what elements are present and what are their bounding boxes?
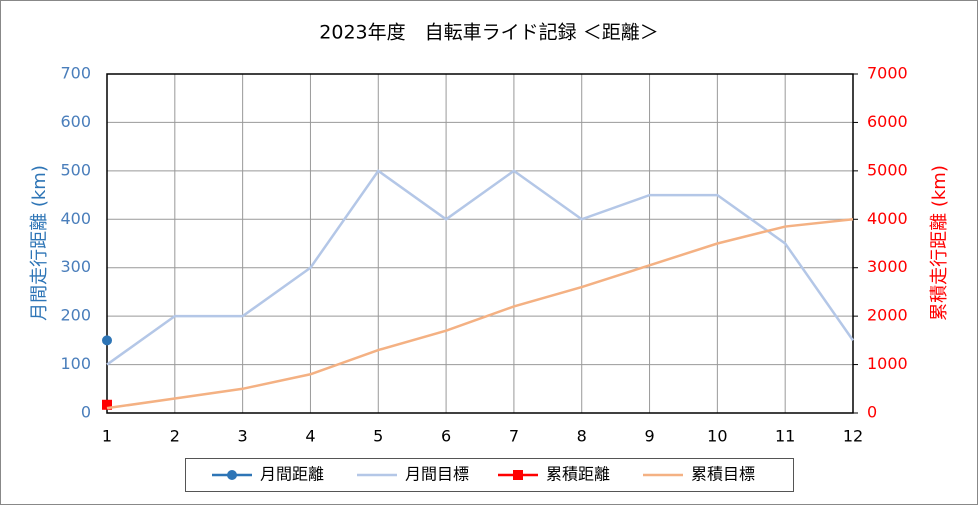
chart-title: 2023年度 自転車ライド記録 ＜距離＞: [319, 22, 658, 44]
series-marker: [102, 399, 112, 410]
x-tick-label: 3: [238, 427, 248, 446]
x-tick-label: 2: [170, 427, 180, 446]
y2-tick-label: 1000: [867, 354, 908, 373]
y-axis-label: 月間走行距離 (km): [29, 165, 50, 321]
y-tick-label: 600: [60, 112, 91, 131]
x-tick-label: 6: [441, 427, 451, 446]
y-tick-label: 500: [60, 160, 91, 179]
legend-label: 月間目標: [405, 465, 469, 484]
x-tick-label: 9: [644, 427, 654, 446]
x-tick-label: 11: [775, 427, 795, 446]
y2-tick-label: 0: [867, 403, 877, 422]
y2-tick-label: 7000: [867, 64, 908, 83]
y-tick-label: 0: [81, 403, 91, 422]
y-tick-label: 300: [60, 257, 91, 276]
legend-marker: [227, 470, 237, 480]
series-line: [106, 218, 854, 410]
legend-label: 累積距離: [546, 465, 610, 484]
x-tick-label: 12: [843, 427, 863, 446]
y2-tick-label: 3000: [867, 257, 908, 276]
y-tick-label: 400: [60, 209, 91, 228]
legend-box: [185, 458, 794, 492]
series-marker: [102, 335, 112, 346]
y-tick-label: 200: [60, 306, 91, 325]
x-tick-label: 1: [102, 427, 112, 446]
x-tick-label: 4: [305, 427, 315, 446]
y2-tick-label: 6000: [867, 112, 908, 131]
legend-label: 月間距離: [260, 465, 324, 484]
series-line: [106, 169, 855, 366]
x-tick-label: 10: [707, 427, 727, 446]
y-tick-label: 100: [60, 354, 91, 373]
x-tick-label: 5: [373, 427, 383, 446]
y2-tick-label: 2000: [867, 306, 908, 325]
y2-tick-label: 5000: [867, 160, 908, 179]
x-tick-label: 8: [577, 427, 587, 446]
x-tick-label: 7: [509, 427, 519, 446]
y2-tick-label: 4000: [867, 209, 908, 228]
y2-axis-label: 累積走行距離 (km): [929, 165, 950, 321]
legend-label: 累積目標: [691, 465, 755, 484]
legend-marker: [513, 470, 523, 480]
y-tick-label: 700: [60, 64, 91, 83]
plot-frame: [106, 73, 854, 414]
